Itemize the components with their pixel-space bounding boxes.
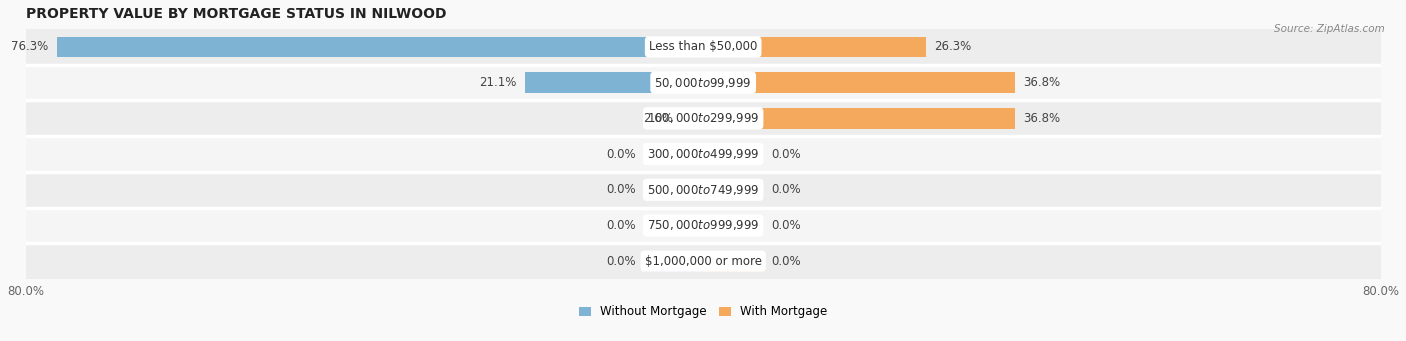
- Bar: [25, 101, 1381, 136]
- Text: $50,000 to $99,999: $50,000 to $99,999: [654, 76, 752, 90]
- Bar: [25, 172, 1381, 208]
- Bar: [703, 36, 927, 57]
- Bar: [25, 65, 1381, 101]
- Text: PROPERTY VALUE BY MORTGAGE STATUS IN NILWOOD: PROPERTY VALUE BY MORTGAGE STATUS IN NIL…: [25, 7, 446, 21]
- Text: Source: ZipAtlas.com: Source: ZipAtlas.com: [1274, 24, 1385, 34]
- Text: 21.1%: 21.1%: [478, 76, 516, 89]
- Text: 0.0%: 0.0%: [606, 219, 636, 232]
- Text: 0.0%: 0.0%: [770, 148, 800, 161]
- Text: 0.0%: 0.0%: [606, 255, 636, 268]
- Bar: [644, 215, 703, 236]
- Text: $100,000 to $299,999: $100,000 to $299,999: [647, 112, 759, 125]
- Bar: [25, 29, 1381, 65]
- Text: 0.0%: 0.0%: [606, 148, 636, 161]
- Text: $500,000 to $749,999: $500,000 to $749,999: [647, 183, 759, 197]
- Bar: [644, 179, 703, 200]
- Text: $300,000 to $499,999: $300,000 to $499,999: [647, 147, 759, 161]
- Bar: [703, 108, 1015, 129]
- Bar: [703, 179, 762, 200]
- Text: 76.3%: 76.3%: [11, 41, 49, 54]
- Bar: [644, 251, 703, 271]
- Bar: [703, 72, 1015, 93]
- Text: $1,000,000 or more: $1,000,000 or more: [645, 255, 762, 268]
- Text: 36.8%: 36.8%: [1024, 76, 1060, 89]
- Bar: [644, 144, 703, 164]
- Text: Less than $50,000: Less than $50,000: [650, 41, 758, 54]
- Legend: Without Mortgage, With Mortgage: Without Mortgage, With Mortgage: [579, 305, 827, 318]
- Text: 0.0%: 0.0%: [770, 183, 800, 196]
- Bar: [524, 72, 703, 93]
- Bar: [25, 243, 1381, 279]
- Text: 0.0%: 0.0%: [606, 183, 636, 196]
- Text: 0.0%: 0.0%: [770, 255, 800, 268]
- Bar: [703, 215, 762, 236]
- Bar: [681, 108, 703, 129]
- Bar: [25, 136, 1381, 172]
- Text: 0.0%: 0.0%: [770, 219, 800, 232]
- Bar: [703, 251, 762, 271]
- Bar: [703, 144, 762, 164]
- Bar: [58, 36, 703, 57]
- Text: $750,000 to $999,999: $750,000 to $999,999: [647, 219, 759, 233]
- Bar: [25, 208, 1381, 243]
- Text: 2.6%: 2.6%: [643, 112, 672, 125]
- Text: 26.3%: 26.3%: [935, 41, 972, 54]
- Text: 36.8%: 36.8%: [1024, 112, 1060, 125]
